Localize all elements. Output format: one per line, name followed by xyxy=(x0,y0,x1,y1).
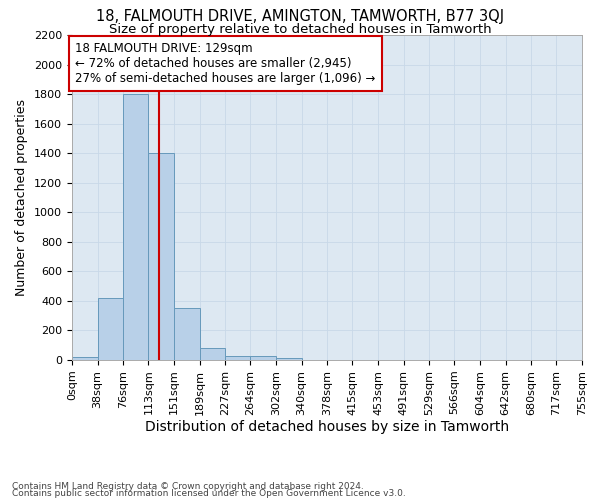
Bar xyxy=(250,356,276,360)
Text: Contains public sector information licensed under the Open Government Licence v3: Contains public sector information licen… xyxy=(12,489,406,498)
Bar xyxy=(174,308,200,360)
Bar xyxy=(200,348,226,360)
Text: 18, FALMOUTH DRIVE, AMINGTON, TAMWORTH, B77 3QJ: 18, FALMOUTH DRIVE, AMINGTON, TAMWORTH, … xyxy=(96,9,504,24)
Text: Size of property relative to detached houses in Tamworth: Size of property relative to detached ho… xyxy=(109,22,491,36)
X-axis label: Distribution of detached houses by size in Tamworth: Distribution of detached houses by size … xyxy=(145,420,509,434)
Y-axis label: Number of detached properties: Number of detached properties xyxy=(16,99,28,296)
Bar xyxy=(72,358,98,360)
Bar xyxy=(148,153,174,360)
Bar xyxy=(276,358,302,360)
Text: 18 FALMOUTH DRIVE: 129sqm
← 72% of detached houses are smaller (2,945)
27% of se: 18 FALMOUTH DRIVE: 129sqm ← 72% of detac… xyxy=(76,42,376,86)
Text: Contains HM Land Registry data © Crown copyright and database right 2024.: Contains HM Land Registry data © Crown c… xyxy=(12,482,364,491)
Bar xyxy=(226,356,250,360)
Bar xyxy=(124,94,148,360)
Bar xyxy=(98,298,124,360)
